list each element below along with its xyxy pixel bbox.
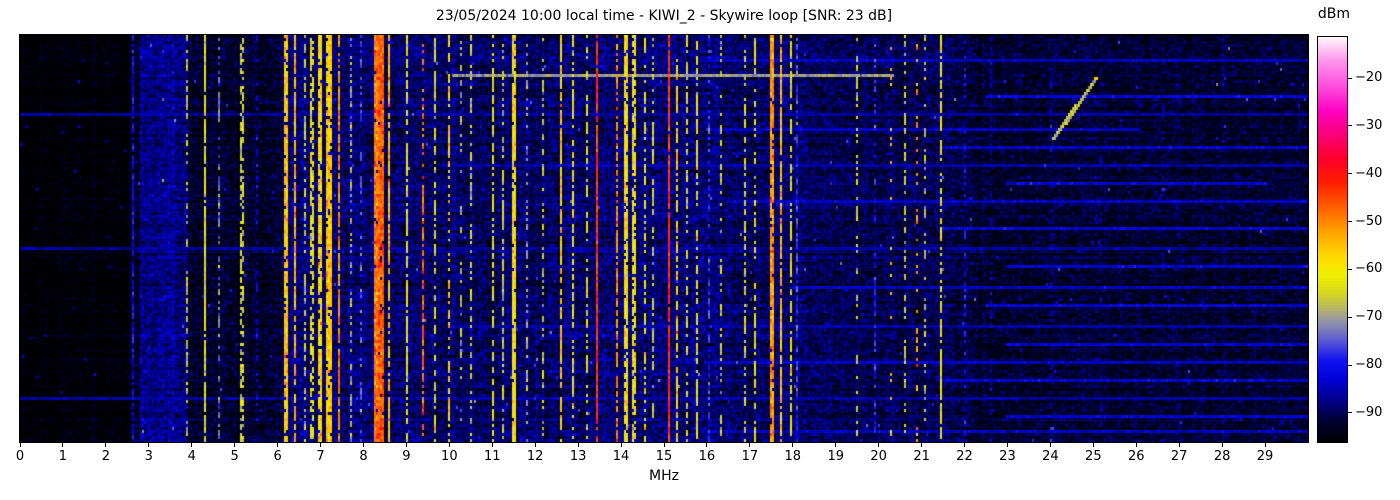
- x-tick-label-2: 2: [101, 449, 110, 464]
- x-tick-mark-20: [878, 443, 880, 447]
- colorbar-unit-label: dBm: [1317, 6, 1351, 22]
- x-tick-label-22: 22: [956, 449, 973, 464]
- waterfall-canvas: [20, 35, 1308, 442]
- x-tick-mark-18: [792, 443, 794, 447]
- x-tick-mark-2: [105, 443, 107, 447]
- x-tick-mark-23: [1006, 443, 1008, 447]
- x-tick-mark-21: [921, 443, 923, 447]
- x-tick-mark-8: [362, 443, 364, 447]
- x-tick-label-21: 21: [913, 449, 930, 464]
- x-tick-label-1: 1: [58, 449, 68, 464]
- colorbar-tick-mark--30: [1348, 125, 1352, 127]
- colorbar-tick-label--80: −80: [1355, 357, 1383, 373]
- colorbar-tick-mark--50: [1348, 221, 1352, 223]
- x-tick-mark-24: [1049, 443, 1051, 447]
- colorbar-tick-label--30: −30: [1355, 117, 1383, 133]
- x-tick-label-0: 0: [15, 449, 25, 464]
- waterfall-plot: [19, 34, 1309, 443]
- x-tick-label-6: 6: [273, 449, 282, 464]
- x-tick-mark-15: [663, 443, 665, 447]
- colorbar: [1317, 36, 1348, 443]
- x-tick-label-24: 24: [1042, 449, 1059, 464]
- x-tick-label-18: 18: [784, 449, 802, 464]
- x-tick-label-27: 27: [1170, 449, 1188, 464]
- colorbar-tick-mark--90: [1348, 412, 1352, 414]
- x-tick-label-28: 28: [1213, 449, 1231, 464]
- x-tick-mark-11: [491, 443, 493, 447]
- x-axis-label: MHz: [649, 468, 679, 484]
- x-tick-mark-28: [1221, 443, 1223, 447]
- x-tick-label-23: 23: [999, 449, 1016, 464]
- x-tick-label-8: 8: [359, 449, 368, 464]
- x-tick-mark-26: [1135, 443, 1137, 447]
- colorbar-tick-mark--20: [1348, 77, 1352, 79]
- x-tick-mark-9: [405, 443, 407, 447]
- x-tick-label-10: 10: [441, 449, 458, 464]
- x-tick-mark-16: [706, 443, 708, 447]
- x-tick-mark-3: [148, 443, 150, 447]
- colorbar-tick-mark--70: [1348, 316, 1352, 318]
- x-tick-label-19: 19: [827, 449, 844, 464]
- x-tick-label-12: 12: [526, 449, 544, 464]
- x-tick-mark-27: [1178, 443, 1180, 447]
- x-tick-mark-25: [1092, 443, 1094, 447]
- colorbar-tick-label--90: −90: [1355, 404, 1383, 420]
- x-tick-label-4: 4: [187, 449, 196, 464]
- colorbar-tick-label--20: −20: [1355, 70, 1383, 86]
- x-tick-mark-19: [835, 443, 837, 447]
- x-tick-mark-12: [534, 443, 536, 447]
- x-tick-label-25: 25: [1085, 449, 1102, 464]
- colorbar-tick-mark--60: [1348, 268, 1352, 270]
- x-tick-label-5: 5: [230, 449, 239, 464]
- x-tick-mark-0: [19, 443, 21, 447]
- x-tick-mark-1: [62, 443, 64, 447]
- x-tick-label-29: 29: [1256, 449, 1274, 464]
- x-tick-mark-6: [277, 443, 279, 447]
- colorbar-tick-label--70: −70: [1355, 309, 1383, 325]
- x-tick-label-17: 17: [741, 449, 759, 464]
- chart-title: 23/05/2024 10:00 local time - KIWI_2 - S…: [435, 8, 893, 24]
- x-tick-label-15: 15: [655, 449, 673, 464]
- colorbar-tick-mark--80: [1348, 364, 1352, 366]
- x-tick-label-20: 20: [870, 449, 887, 464]
- x-tick-mark-13: [577, 443, 579, 447]
- colorbar-tick-label--50: −50: [1355, 213, 1383, 229]
- x-tick-mark-29: [1264, 443, 1266, 447]
- colorbar-tick-label--60: −60: [1355, 261, 1383, 277]
- x-tick-label-7: 7: [316, 449, 325, 464]
- x-tick-label-11: 11: [483, 449, 501, 464]
- x-tick-mark-17: [749, 443, 751, 447]
- x-tick-mark-5: [234, 443, 236, 447]
- colorbar-tick-label--40: −40: [1355, 165, 1383, 181]
- x-tick-label-26: 26: [1127, 449, 1145, 464]
- x-tick-label-16: 16: [698, 449, 716, 464]
- colorbar-tick-mark--40: [1348, 173, 1352, 175]
- x-tick-mark-4: [191, 443, 193, 447]
- colorbar-canvas: [1318, 37, 1347, 442]
- x-tick-mark-10: [448, 443, 450, 447]
- x-tick-label-13: 13: [569, 449, 587, 464]
- x-tick-mark-14: [620, 443, 622, 447]
- x-tick-label-3: 3: [144, 449, 153, 464]
- x-tick-mark-7: [320, 443, 322, 447]
- x-tick-label-9: 9: [402, 449, 411, 464]
- x-tick-label-14: 14: [612, 449, 630, 464]
- x-tick-mark-22: [964, 443, 966, 447]
